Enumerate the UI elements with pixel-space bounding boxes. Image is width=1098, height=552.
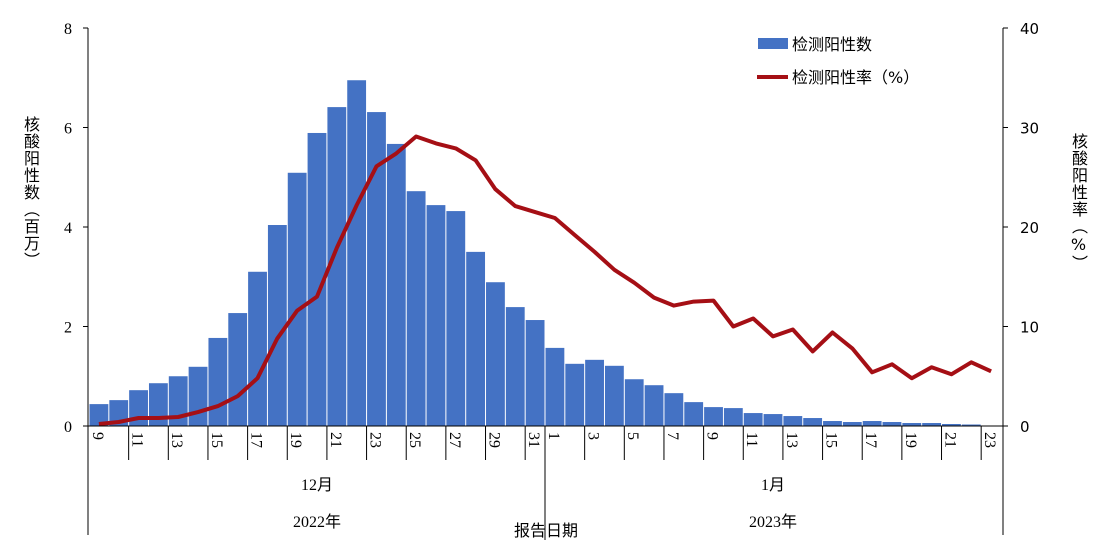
x-tick-label: 11 [743,432,760,447]
bar-25 [585,359,604,426]
x-tick-label: 5 [624,432,641,440]
x-tick-label: 21 [327,432,344,448]
bar-3 [148,383,168,426]
bar-21 [505,307,525,426]
bar-0 [89,404,109,426]
bar-26 [604,365,624,426]
x-tick-label: 19 [287,432,304,448]
x-tick-label: 31 [525,432,542,448]
right-tick-label: 10 [1020,319,1039,337]
year-label: 2022年 [293,513,341,531]
bar-11 [307,132,327,426]
bar-35 [783,416,803,426]
bar-20 [486,282,505,426]
bar-34 [763,414,783,426]
bar-43 [942,424,961,426]
month-label: 1月 [761,477,785,494]
left-tick-label: 0 [64,419,72,436]
bar-19 [466,251,486,426]
x-tick-label: 7 [664,432,681,440]
bar-5 [188,366,208,426]
year-label: 2023年 [749,513,797,531]
bar-6 [208,337,228,426]
bar-33 [743,413,763,426]
bar-31 [704,407,723,426]
bar-42 [922,423,942,426]
x-tick-label: 23 [981,432,998,448]
bar-28 [644,385,664,426]
left-tick-label: 4 [64,220,72,237]
bar-22 [525,320,545,426]
right-tick-label: 20 [1020,219,1039,237]
x-tick-label: 21 [941,432,958,448]
x-tick-label: 11 [129,432,146,447]
bar-44 [961,424,981,426]
bar-18 [446,211,466,426]
x-tick-label: 19 [902,432,919,448]
x-tick-label: 17 [862,432,879,448]
bar-30 [684,402,704,426]
bar-13 [347,80,367,427]
x-tick-label: 23 [366,432,383,448]
x-tick-label: 13 [783,432,800,448]
bar-4 [168,376,188,426]
left-axis-title: 核酸阳性数（百万） [21,116,40,269]
rate-line [98,134,992,426]
x-tick-label: 17 [248,432,265,448]
x-tick-label: 9 [704,432,721,440]
left-tick-label: 2 [64,320,72,337]
bar-41 [902,423,922,426]
month-label: 12月 [301,477,333,494]
right-tick-label: 40 [1020,20,1039,38]
bar-32 [723,408,743,426]
x-tick-label: 1 [545,432,562,440]
right-axis-title: 核酸阳性率（%） [1069,133,1088,272]
bar-10 [287,172,307,426]
x-tick-label: 29 [485,432,502,448]
x-tick-label: 9 [89,432,106,440]
bar-17 [426,205,446,426]
bar-38 [842,422,862,426]
right-tick-label: 0 [1020,418,1030,436]
x-tick-label: 3 [585,432,602,440]
bar-16 [406,191,426,426]
x-tick-label: 13 [168,432,185,448]
bar-37 [823,421,842,426]
bar-9 [267,225,287,426]
bar-29 [664,393,684,426]
bar-8 [248,271,267,426]
x-tick-label: 15 [208,432,225,448]
legend-bar-swatch [758,38,788,49]
legend-line-label: 检测阳性率（%） [792,68,919,87]
bar-36 [803,418,823,426]
legend-bar-label: 检测阳性数 [792,35,872,54]
bar-12 [327,107,347,426]
bar-23 [545,347,565,426]
bar-27 [624,379,644,426]
bar-40 [882,422,902,426]
left-tick-label: 8 [64,21,72,38]
bar-14 [367,112,386,426]
bar-24 [565,363,585,426]
bar-39 [862,421,882,426]
bar-15 [386,143,406,427]
bar-7 [228,313,248,426]
x-tick-label: 27 [446,432,463,448]
right-tick-label: 30 [1020,120,1039,138]
x-axis-title: 报告日期 [514,521,578,540]
x-tick-label: 15 [822,432,839,448]
left-tick-label: 6 [64,121,72,138]
x-tick-label: 25 [406,432,423,448]
